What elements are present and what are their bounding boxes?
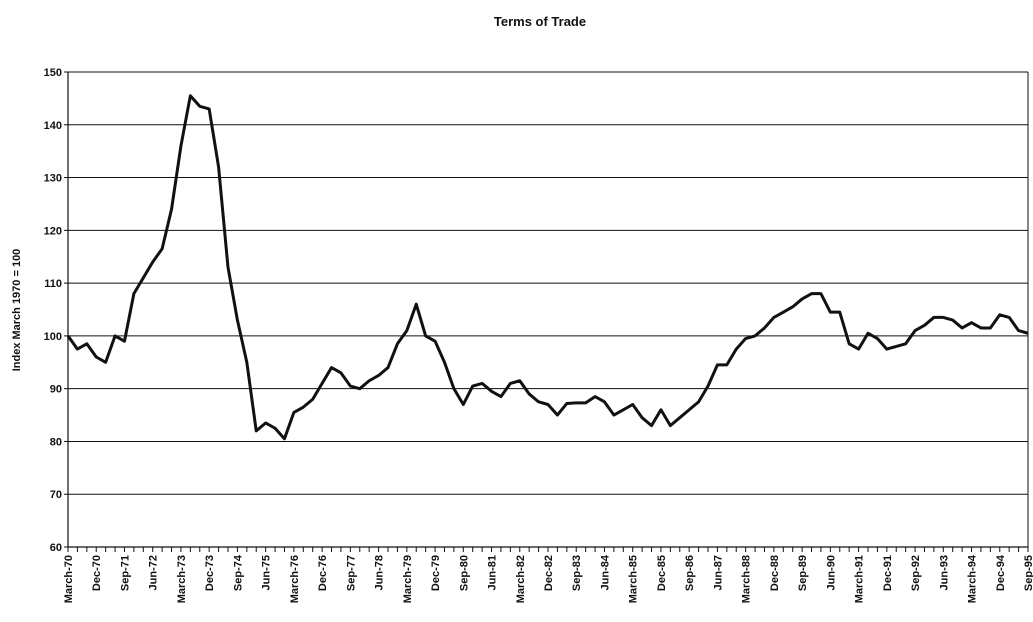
x-tick-label: Dec-70 bbox=[91, 555, 103, 591]
x-tick-label: Dec-79 bbox=[430, 555, 442, 591]
y-tick-label: 150 bbox=[44, 67, 62, 79]
x-tick-label: March-85 bbox=[628, 555, 640, 603]
x-tick-label: Sep-92 bbox=[910, 555, 922, 591]
x-tick-label: Sep-86 bbox=[684, 555, 696, 591]
data-line bbox=[66, 94, 1029, 441]
x-tick-label: March-76 bbox=[289, 555, 301, 603]
x-tick-label: March-73 bbox=[176, 555, 188, 603]
y-tick-label: 140 bbox=[44, 120, 62, 132]
y-axis-label: Index March 1970 = 100 bbox=[11, 249, 23, 372]
x-tick-label: March-88 bbox=[741, 555, 753, 603]
x-tick-label: Sep-71 bbox=[119, 555, 131, 591]
x-tick-label: Jun-90 bbox=[825, 555, 837, 590]
chart-title: Terms of Trade bbox=[494, 14, 586, 29]
x-tick-label: Jun-93 bbox=[938, 555, 950, 590]
x-tick-label: Jun-87 bbox=[712, 555, 724, 590]
y-tick-label: 100 bbox=[44, 331, 62, 343]
y-tick-label: 90 bbox=[50, 384, 62, 396]
x-tick-label: Sep-77 bbox=[345, 555, 357, 591]
x-tick-label: Sep-83 bbox=[571, 555, 583, 591]
x-tick-label: March-70 bbox=[63, 555, 75, 603]
x-tick-label: Jun-75 bbox=[261, 555, 273, 590]
x-tick-label: Sep-80 bbox=[458, 555, 470, 591]
y-tick-label: 110 bbox=[44, 278, 62, 290]
x-tick-label: Dec-94 bbox=[995, 554, 1007, 591]
x-tick-label: March-94 bbox=[967, 554, 979, 603]
x-tick-label: March-82 bbox=[515, 555, 527, 603]
x-tick-label: Sep-89 bbox=[797, 555, 809, 591]
x-tick-label: Dec-82 bbox=[543, 555, 555, 591]
x-tick-label: Sep-74 bbox=[232, 554, 244, 591]
x-tick-label: March-79 bbox=[402, 555, 414, 603]
x-tick-label: Jun-81 bbox=[487, 555, 499, 590]
y-tick-label: 80 bbox=[50, 436, 62, 448]
y-tick-label: 70 bbox=[50, 489, 62, 501]
x-tick-label: Jun-78 bbox=[374, 555, 386, 590]
x-tick-label: Jun-72 bbox=[148, 555, 160, 590]
x-tick-label: Dec-88 bbox=[769, 555, 781, 591]
y-tick-label: 60 bbox=[50, 542, 62, 554]
x-tick-label: Dec-91 bbox=[882, 555, 894, 591]
x-tick-label: Dec-85 bbox=[656, 555, 668, 591]
x-tick-label: Jun-84 bbox=[599, 554, 611, 590]
y-tick-label: 130 bbox=[44, 173, 62, 185]
x-tick-label: Sep-95 bbox=[1023, 555, 1033, 591]
y-tick-label: 120 bbox=[44, 225, 62, 237]
x-tick-label: Dec-76 bbox=[317, 555, 329, 591]
x-tick-label: March-91 bbox=[854, 555, 866, 603]
x-tick-label: Dec-73 bbox=[204, 555, 216, 591]
